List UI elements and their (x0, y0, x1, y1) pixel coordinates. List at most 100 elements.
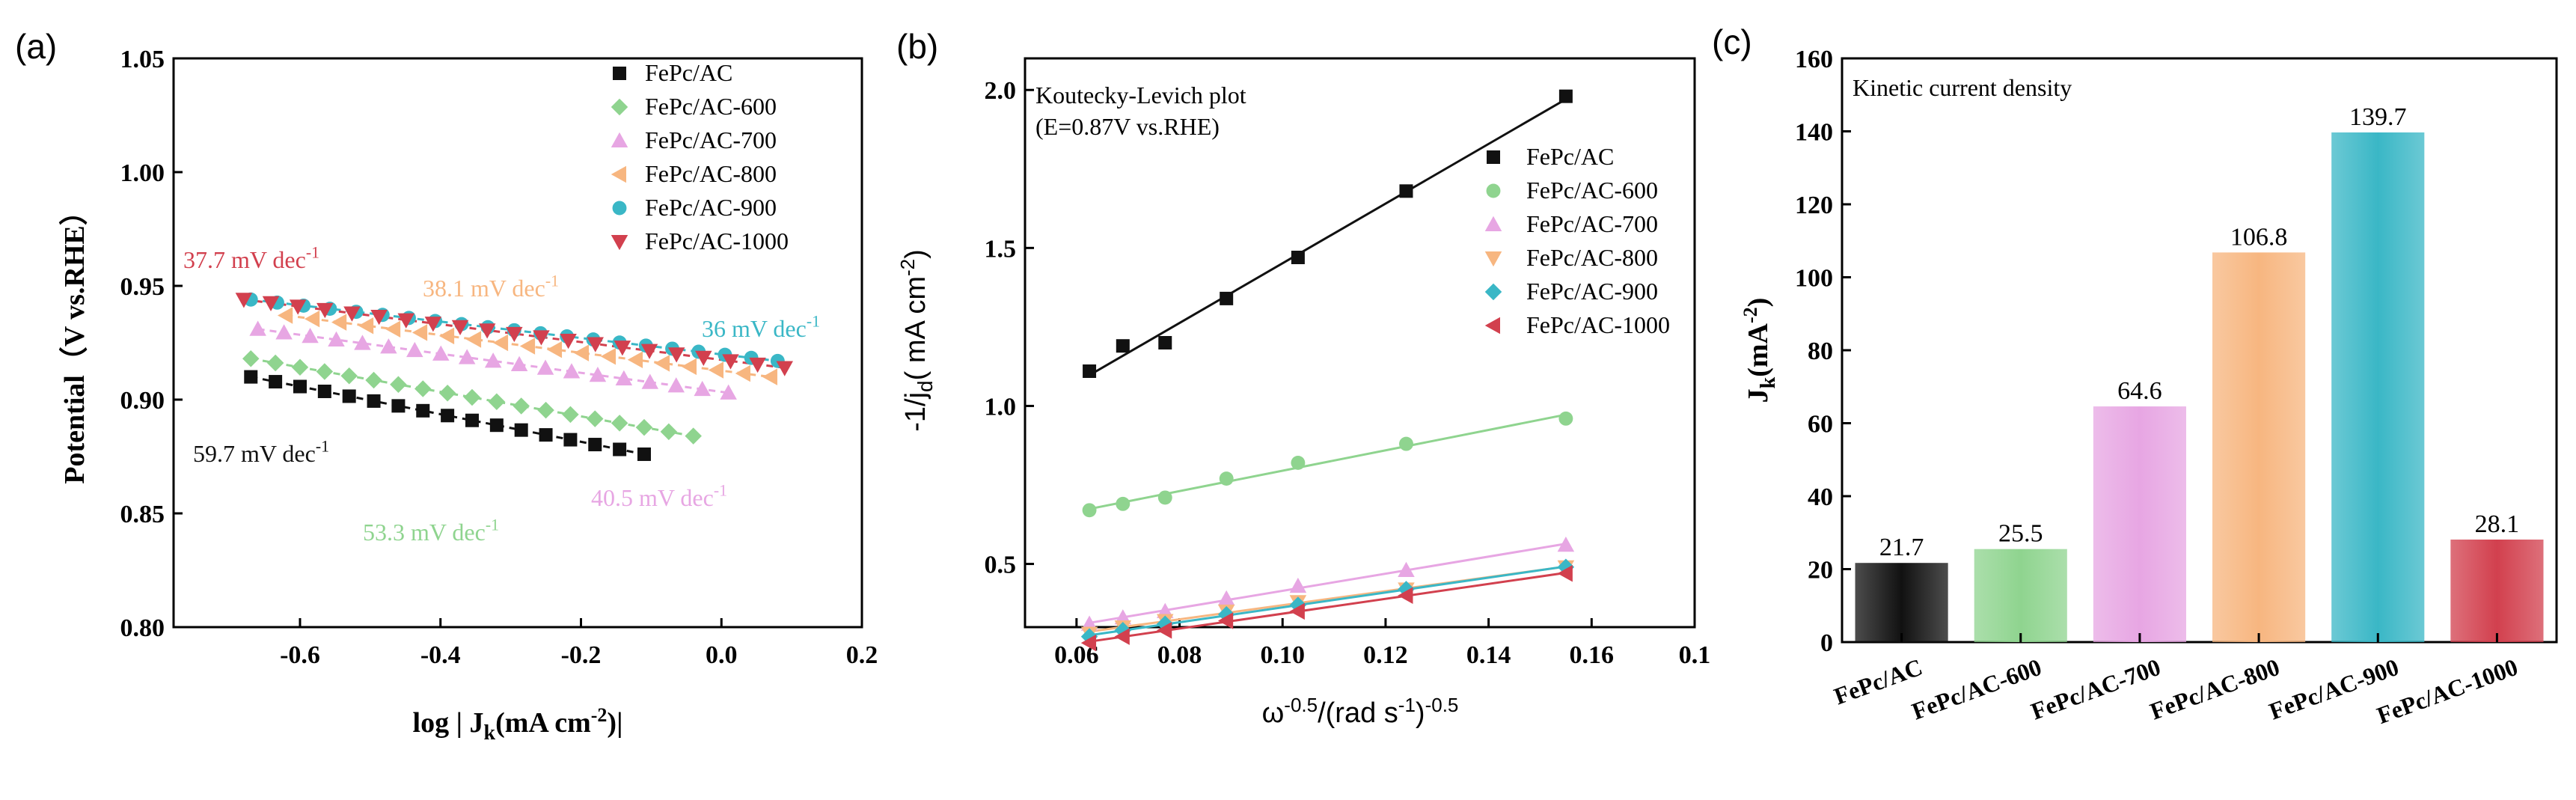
a-point-fepc-ac-800 (762, 368, 777, 385)
a-legend-label-fepc-ac-800: FePc/AC-800 (645, 160, 777, 187)
b-ytick-label: 2.0 (985, 77, 1017, 105)
a-point-fepc-ac-1000 (316, 302, 334, 319)
a-point-fepc-ac-1000 (235, 293, 253, 308)
a-point-fepc-ac (637, 447, 651, 461)
a-legend-label-fepc-ac-900: FePc/AC-900 (645, 194, 777, 221)
b-legend-marker-fepc-ac-1000 (1484, 317, 1500, 335)
c-bar-value-fepc-ac-700: 64.6 (2117, 377, 2162, 405)
b-point-fepc-ac-700 (1289, 577, 1307, 593)
b-point-fepc-ac-1000 (1080, 634, 1097, 652)
a-point-fepc-ac-600 (513, 397, 530, 415)
a-point-fepc-ac (416, 403, 430, 418)
a-point-fepc-ac-800 (492, 334, 509, 352)
panel-a-legend: FePc/AC FePc/AC-600 FePc/AC-700 FePc/AC-800… (611, 59, 789, 254)
a-ytick-label: 0.80 (120, 614, 165, 642)
a-point-fepc-ac-800 (546, 341, 563, 358)
panel-c-y-axis: 0 20 40 60 80 100 120 140 160 (1795, 46, 1851, 657)
a-point-fepc-ac-1000 (478, 323, 496, 339)
a-point-fepc-ac-600 (438, 384, 456, 402)
a-ytick-label: 0.95 (120, 273, 165, 301)
a-point-fepc-ac-700 (249, 320, 266, 336)
b-point-fepc-ac (1116, 339, 1130, 353)
b-legend-marker-fepc-ac (1487, 150, 1500, 164)
a-point-fepc-ac (588, 438, 602, 452)
c-ytick-label: 160 (1795, 46, 1833, 73)
c-bar-fepc-ac-700 (2093, 406, 2186, 642)
a-point-fepc-ac-700 (406, 341, 423, 358)
a-point-fepc-ac-800 (708, 361, 723, 379)
a-point-fepc-ac-1000 (587, 337, 604, 352)
c-ytick-label: 80 (1808, 338, 1833, 365)
a-point-fepc-ac-1000 (533, 330, 550, 346)
a-point-fepc-ac-600 (365, 371, 382, 389)
panel-a-y-axis: 0.80 0.85 0.90 0.95 1.00 1.05 (120, 46, 183, 642)
panel-c-y-axis-title: Jk(mA-2) (1740, 298, 1780, 403)
a-point-fepc-ac-1000 (667, 347, 685, 363)
a-point-fepc-ac-600 (266, 354, 284, 372)
a-point-fepc-ac-600 (242, 350, 260, 367)
a-point-fepc-ac-600 (463, 388, 481, 406)
a-slope-label-fepc-ac: 59.7 mV dec-1 (193, 438, 329, 467)
a-point-fepc-ac-600 (414, 380, 432, 397)
a-point-fepc-ac (514, 423, 528, 437)
b-legend-label-fepc-ac-700: FePc/AC-700 (1526, 210, 1658, 237)
a-point-fepc-ac (342, 389, 356, 403)
b-point-fepc-ac (1158, 336, 1172, 349)
panel-b: (b) Koutecky-Levich plot (E=0.87V vs.RHE… (896, 27, 1710, 729)
a-point-fepc-ac-600 (685, 427, 702, 445)
a-point-fepc-ac-600 (390, 376, 407, 393)
a-point-fepc-ac-800 (412, 324, 428, 341)
a-point-fepc-ac (244, 370, 258, 384)
c-ytick-label: 40 (1808, 483, 1833, 511)
c-bar-fepc-ac (1855, 563, 1948, 642)
panel-a-slope-labels: 59.7 mV dec-1 53.3 mV dec-1 40.5 mV dec-1 3… (183, 244, 820, 546)
a-point-fepc-ac-1000 (289, 299, 307, 315)
a-point-fepc-ac-800 (654, 355, 670, 372)
b-point-fepc-ac-1000 (1157, 621, 1172, 639)
c-bar-fepc-ac-900 (2331, 132, 2425, 642)
panel-c-chart-title: Kinetic current density (1853, 74, 2072, 101)
panel-a-label: (a) (15, 27, 57, 66)
a-point-fepc-ac-800 (331, 314, 347, 331)
c-ytick-label: 100 (1795, 265, 1833, 293)
panel-b-legend: FePc/AC FePc/AC-600 FePc/AC-700 FePc/AC-800… (1484, 143, 1670, 338)
b-legend-label-fepc-ac-800: FePc/AC-800 (1526, 244, 1658, 271)
b-xtick-label: 0.14 (1466, 641, 1511, 669)
a-slope-label-fepc-ac-600: 53.3 mV dec-1 (363, 516, 499, 546)
b-point-fepc-ac (1291, 251, 1305, 264)
a-point-fepc-ac-700 (720, 384, 737, 400)
a-point-fepc-ac (367, 394, 381, 408)
b-ytick-label: 1.0 (985, 393, 1017, 421)
b-point-fepc-ac-700 (1398, 561, 1415, 577)
a-point-fepc-ac-1000 (614, 341, 631, 356)
b-point-fepc-ac (1083, 364, 1097, 378)
a-point-fepc-ac-600 (316, 363, 334, 380)
c-bar-fepc-ac-600 (1974, 549, 2067, 642)
a-point-fepc-ac (269, 375, 283, 389)
a-xtick-label: -0.2 (561, 641, 602, 669)
a-point-fepc-ac-1000 (343, 306, 361, 322)
a-point-fepc-ac-800 (600, 347, 617, 365)
b-point-fepc-ac-600 (1157, 490, 1172, 505)
a-legend-marker-fepc-ac (613, 67, 626, 80)
panel-b-y-axis: 0.5 1.0 1.5 2.0 (985, 77, 1034, 579)
b-point-fepc-ac-700 (1217, 590, 1235, 605)
a-point-fepc-ac (613, 442, 627, 457)
b-xtick-label: 0.10 (1260, 641, 1305, 669)
a-point-fepc-ac-600 (587, 410, 604, 427)
b-ytick-label: 1.5 (985, 235, 1017, 263)
a-point-fepc-ac-1000 (640, 343, 658, 359)
a-xtick-label: -0.6 (280, 641, 320, 669)
b-point-fepc-ac-700 (1557, 536, 1575, 552)
a-point-fepc-ac-600 (660, 423, 678, 441)
a-point-fepc-ac-700 (641, 373, 659, 389)
a-point-fepc-ac-800 (465, 331, 482, 348)
a-slope-label-fepc-ac-1000: 37.7 mV dec-1 (183, 244, 319, 273)
c-bar-value-fepc-ac: 21.7 (1879, 534, 1924, 561)
c-ytick-label: 20 (1808, 557, 1833, 584)
b-point-fepc-ac-1000 (1217, 612, 1234, 629)
b-point-fepc-ac (1399, 184, 1413, 198)
b-xtick-label: 0.08 (1157, 641, 1202, 669)
b-point-fepc-ac-1000 (1557, 564, 1573, 582)
